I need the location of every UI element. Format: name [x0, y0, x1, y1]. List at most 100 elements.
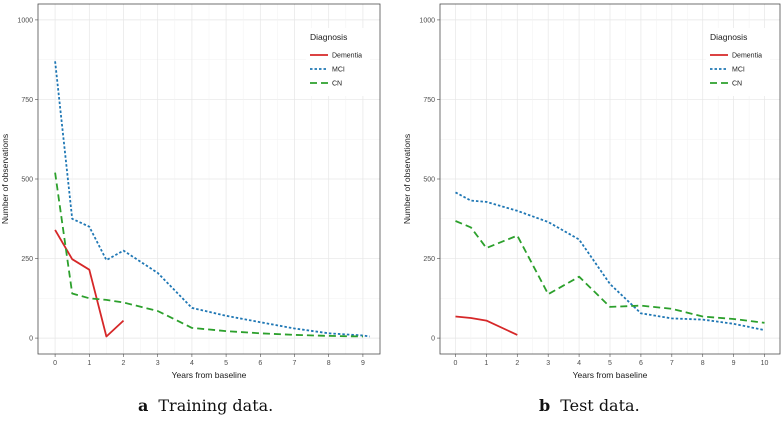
y-tick-label: 750	[423, 97, 435, 104]
data-point-mci	[547, 221, 549, 223]
data-point-mci	[88, 226, 90, 228]
data-point-mci	[455, 191, 457, 193]
data-point-cn	[470, 226, 472, 228]
data-point-cn	[640, 305, 642, 307]
x-tick-label: 10	[761, 360, 769, 367]
legend-background	[706, 28, 770, 96]
legend-label-mci: MCI	[332, 67, 345, 74]
data-point-cn	[609, 306, 611, 308]
data-point-cn	[71, 293, 73, 295]
x-tick-label: 4	[577, 360, 581, 367]
x-tick-label: 7	[670, 360, 674, 367]
x-tick-label: 2	[515, 360, 519, 367]
data-point-mci	[157, 272, 159, 274]
x-tick-label: 8	[701, 360, 705, 367]
data-point-mci	[733, 323, 735, 325]
y-axis-title: Number of observations	[402, 134, 412, 224]
data-point-mci	[671, 317, 673, 319]
x-tick-label: 9	[361, 360, 365, 367]
x-tick-label: 1	[484, 360, 488, 367]
y-tick-label: 1000	[17, 17, 33, 24]
y-tick-label: 500	[423, 177, 435, 184]
data-point-cn	[123, 302, 125, 304]
data-point-dementia	[470, 317, 472, 319]
data-point-cn	[362, 336, 364, 338]
legend-label-cn: CN	[332, 81, 342, 88]
data-point-mci	[578, 239, 580, 241]
data-point-cn	[702, 316, 704, 318]
caption-b: b Test data.	[539, 396, 640, 415]
data-point-dementia	[54, 229, 56, 231]
y-tick-label: 500	[21, 177, 33, 184]
data-point-dementia	[71, 258, 73, 260]
data-point-cn	[547, 293, 549, 295]
x-tick-label: 8	[327, 360, 331, 367]
data-point-cn	[157, 310, 159, 312]
data-point-dementia	[88, 269, 90, 271]
x-tick-label: 6	[258, 360, 262, 367]
data-point-cn	[54, 172, 56, 174]
legend-label-cn: CN	[732, 81, 742, 88]
data-point-dementia	[106, 336, 108, 338]
y-tick-label: 1000	[419, 17, 435, 24]
data-point-cn	[191, 327, 193, 329]
y-axis-title: Number of observations	[0, 134, 10, 224]
data-point-mci	[123, 250, 125, 252]
y-tick-label: 750	[21, 97, 33, 104]
data-point-mci	[764, 329, 766, 331]
y-tick-label: 0	[431, 336, 435, 343]
y-tick-label: 250	[21, 256, 33, 263]
data-point-mci	[516, 210, 518, 212]
x-tick-label: 5	[608, 360, 612, 367]
legend-title: Diagnosis	[710, 32, 747, 42]
legend-title: Diagnosis	[310, 32, 347, 42]
chart-panel-a: 0 250 500 750 1000 0 1 2 3 4 5 6 7 8 9 Years from basel…	[0, 3, 381, 380]
series-line-dementia	[455, 315, 518, 336]
legend-background	[306, 28, 370, 96]
caption-a-text: Training data.	[158, 396, 274, 415]
x-tick-label: 3	[546, 360, 550, 367]
data-point-cn	[294, 334, 296, 336]
x-tick-label: 4	[190, 360, 194, 367]
caption-b-text: Test data.	[560, 396, 640, 415]
chart-panel-b: 0 250 500 750 1000 0 1 2 3 4 5 6 7 8 9 10 Years from bas…	[402, 3, 781, 380]
data-point-cn	[671, 308, 673, 310]
series-line-mci	[455, 191, 765, 331]
legend-label-dementia: Dementia	[732, 53, 762, 60]
data-point-cn	[485, 247, 487, 249]
x-tick-label: 7	[293, 360, 297, 367]
caption-a: a Training data.	[138, 396, 273, 415]
data-point-cn	[88, 297, 90, 299]
series-line-mci	[54, 61, 370, 338]
data-point-mci	[369, 336, 371, 338]
x-tick-label: 6	[639, 360, 643, 367]
data-point-mci	[470, 200, 472, 202]
data-point-mci	[259, 321, 261, 323]
y-tick-label: 250	[423, 256, 435, 263]
data-point-mci	[609, 283, 611, 285]
x-axis-title: Years from baseline	[172, 370, 247, 380]
caption-b-letter: b	[539, 396, 551, 415]
data-point-mci	[191, 307, 193, 309]
data-point-cn	[106, 299, 108, 301]
data-point-mci	[328, 332, 330, 334]
data-point-dementia	[455, 316, 457, 318]
legend-label-dementia: Dementia	[332, 53, 362, 60]
data-point-cn	[259, 332, 261, 334]
x-tick-label: 9	[732, 360, 736, 367]
data-point-mci	[702, 319, 704, 321]
data-point-cn	[516, 235, 518, 237]
data-point-mci	[225, 315, 227, 317]
y-tick-label: 0	[29, 336, 33, 343]
data-point-cn	[455, 220, 457, 222]
data-point-dementia	[516, 334, 518, 336]
x-tick-label: 5	[224, 360, 228, 367]
legend-label-mci: MCI	[732, 67, 745, 74]
data-point-mci	[71, 218, 73, 220]
data-point-cn	[328, 335, 330, 337]
data-point-cn	[225, 330, 227, 332]
x-tick-label: 2	[122, 360, 126, 367]
data-point-mci	[106, 259, 108, 261]
series-line-cn	[455, 220, 765, 324]
